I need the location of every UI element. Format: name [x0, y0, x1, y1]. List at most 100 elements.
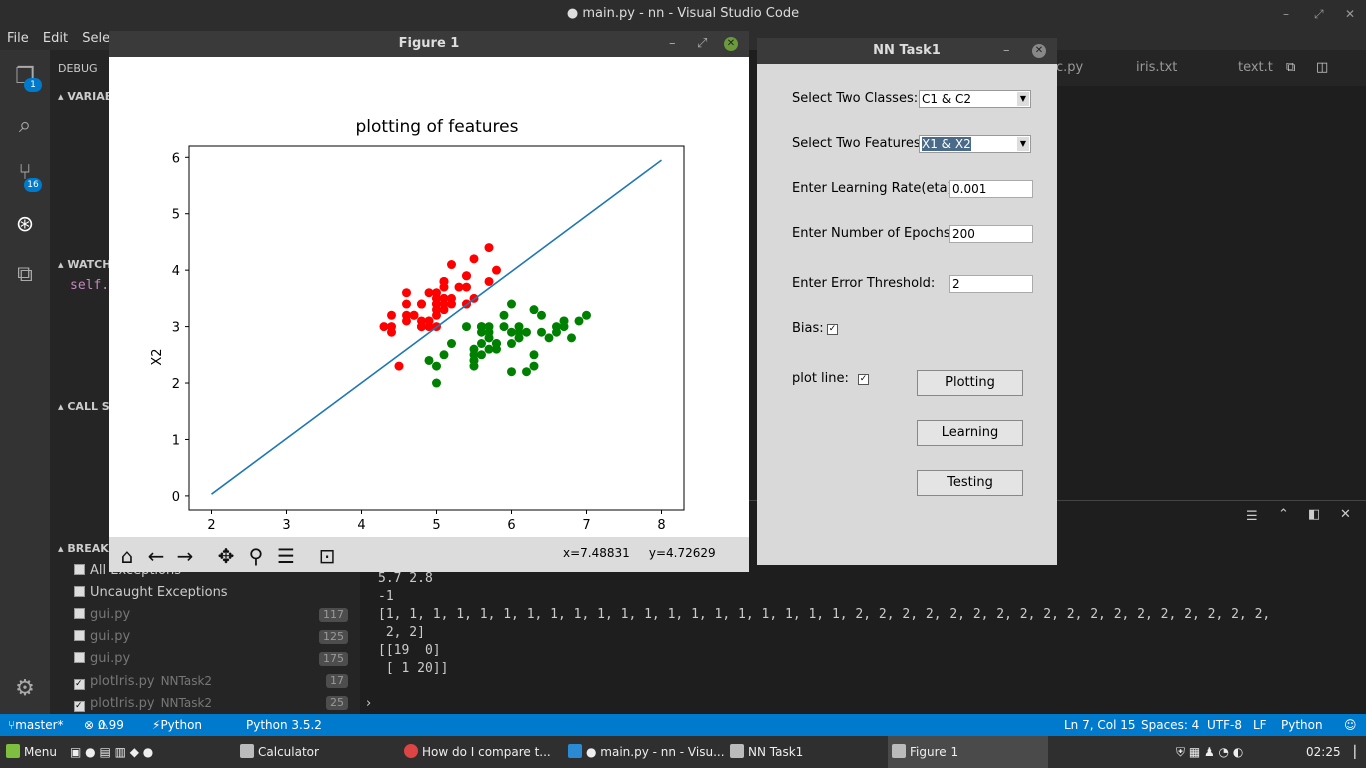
menu-file[interactable]: File [7, 31, 29, 46]
testing-button[interactable]: Testing [917, 470, 1023, 496]
figure-titlebar[interactable]: Figure 1 – ⤢ ✕ [109, 31, 749, 57]
data-point [537, 310, 546, 320]
bias-label: Bias: [792, 321, 824, 336]
breakpoint-label: plotIris.py [90, 674, 155, 689]
start-menu[interactable]: Menu [6, 736, 57, 768]
clear-terminal-icon[interactable]: ☰ [1246, 509, 1258, 524]
y-tick-label: 0 [172, 490, 180, 505]
breakpoint-item[interactable]: ✓ plotIris.py NNTask2 25 [74, 692, 354, 714]
plotline-checkbox[interactable]: ✓ [858, 374, 869, 385]
clock[interactable]: 02:25 [1306, 745, 1341, 759]
figure-close-icon[interactable]: ✕ [724, 37, 738, 51]
search-icon[interactable]: ⌕ [18, 113, 32, 138]
x-tick-label: 6 [507, 518, 515, 533]
data-point [507, 339, 516, 349]
features-combobox[interactable]: X1 & X2 ▼ [919, 135, 1031, 153]
maximize-button[interactable]: ⤢ [1314, 7, 1324, 21]
save-figure-icon[interactable]: ⊡ [318, 544, 336, 568]
breakpoint-item[interactable]: gui.py 125 [74, 626, 354, 648]
zoom-icon[interactable]: ⚲ [248, 544, 264, 568]
data-point [522, 327, 531, 337]
toggle-panel-icon[interactable]: ◧ [1308, 507, 1321, 522]
learning-button[interactable]: Learning [917, 420, 1023, 446]
data-point [529, 305, 539, 315]
task-vscode[interactable]: ● main.py - nn - Visu... [568, 736, 725, 768]
breakpoint-item[interactable]: gui.py 117 [74, 604, 354, 626]
figure-minimize-icon[interactable]: – [669, 36, 676, 51]
home-icon[interactable]: ⌂ [120, 544, 134, 568]
maximize-panel-icon[interactable]: ⌃ [1278, 507, 1289, 522]
breakpoint-checkbox[interactable] [74, 652, 85, 663]
terminal-output[interactable]: 5.7 2.8 -1 [1, 1, 1, 1, 1, 1, 1, 1, 1, 1, … [378, 570, 1358, 680]
breakpoint-checkbox[interactable] [74, 564, 85, 575]
forward-icon[interactable]: → [176, 544, 194, 568]
language-mode[interactable]: Python [1281, 718, 1323, 732]
data-point [492, 265, 501, 275]
breakpoint-item[interactable]: ✓ plotIris.py NNTask2 17 [74, 670, 354, 692]
launcher-icons[interactable]: ▣ ● ▤ ▥ ◆ ● [70, 745, 154, 759]
task-nn[interactable]: NN Task1 [730, 736, 803, 768]
cursor-position[interactable]: Ln 7, Col 15 [1064, 718, 1136, 732]
task-calculator[interactable]: Calculator [240, 736, 319, 768]
back-icon[interactable]: ← [147, 544, 165, 568]
close-button[interactable]: ✕ [1345, 7, 1356, 21]
plotting-button[interactable]: Plotting [917, 370, 1023, 396]
open-changes-icon[interactable]: ⧉ [1286, 60, 1296, 75]
debug-icon[interactable]: ⊛ [15, 212, 35, 237]
nn-close-icon[interactable]: ✕ [1032, 44, 1046, 58]
data-point [447, 299, 456, 309]
tray-icons[interactable]: ⛨ ▦ ♟ ◔ ◐ [1176, 745, 1244, 759]
nn-titlebar[interactable]: NN Task1 – ✕ [757, 38, 1057, 64]
encoding[interactable]: UTF-8 [1207, 718, 1242, 732]
data-point [387, 322, 396, 332]
breakpoint-label: gui.py [90, 651, 131, 666]
tab-c-py[interactable]: c.py [1056, 60, 1084, 75]
classes-combobox[interactable]: C1 & C2 ▼ [919, 90, 1031, 108]
close-panel-icon[interactable]: ✕ [1340, 507, 1351, 522]
breakpoint-checkbox[interactable]: ✓ [74, 701, 85, 712]
breakpoint-checkbox[interactable] [74, 586, 85, 597]
data-point [432, 305, 441, 315]
pan-icon[interactable]: ✥ [217, 544, 235, 568]
split-editor-icon[interactable]: ◫ [1316, 60, 1329, 75]
epochs-input[interactable]: 200 [949, 225, 1033, 243]
data-point [454, 282, 464, 292]
threshold-input[interactable]: 2 [949, 275, 1033, 293]
problems-indicator[interactable]: ⊗ 0 ⚠ 99 [84, 718, 124, 732]
data-point [409, 310, 419, 320]
terminal-prompt[interactable]: › [366, 696, 372, 711]
task-figure[interactable]: Figure 1 [888, 736, 1048, 768]
eta-input[interactable]: 0.001 [949, 180, 1033, 198]
line-ending[interactable]: LF [1253, 718, 1267, 732]
show-desktop[interactable]: ▕ [1346, 745, 1356, 759]
git-branch[interactable]: ⑂ master* [8, 718, 64, 732]
data-point [469, 344, 479, 354]
bias-checkbox[interactable]: ✓ [827, 324, 838, 335]
breakpoint-item[interactable]: Uncaught Exceptions [74, 582, 354, 604]
extensions-icon[interactable]: ⧉ [17, 262, 33, 287]
feedback-icon[interactable]: ☺ [1344, 718, 1357, 732]
watch-item[interactable]: self. [70, 278, 110, 293]
dropdown-arrow-icon[interactable]: ▼ [1017, 92, 1029, 106]
dropdown-arrow-icon[interactable]: ▼ [1017, 137, 1029, 151]
figure-maximize-icon[interactable]: ⤢ [697, 36, 708, 51]
breakpoint-checkbox[interactable] [74, 630, 85, 641]
watch-section[interactable]: ▴ WATCH [58, 258, 112, 271]
tab-text[interactable]: text.t [1238, 60, 1273, 75]
indentation[interactable]: Spaces: 4 [1141, 718, 1200, 732]
breakpoint-checkbox[interactable] [74, 608, 85, 619]
nn-minimize-icon[interactable]: – [1003, 43, 1010, 58]
subplots-config-icon[interactable]: ☰ [277, 544, 295, 568]
settings-gear-icon[interactable]: ⚙ [15, 676, 35, 701]
threshold-label: Enter Error Threshold: [792, 276, 936, 291]
data-point [484, 333, 494, 343]
breakpoint-checkbox[interactable]: ✓ [74, 679, 85, 690]
menu-edit[interactable]: Edit [42, 31, 69, 46]
python-interpreter[interactable]: ⚡ Python (nn) [152, 718, 203, 754]
breakpoint-item[interactable]: gui.py 175 [74, 648, 354, 670]
tab-iris-txt[interactable]: iris.txt [1136, 60, 1178, 75]
task-browser[interactable]: How do I compare t... [404, 736, 551, 768]
watch-label: WATCH [67, 258, 112, 271]
minimize-button[interactable]: – [1283, 7, 1289, 21]
python-version[interactable]: Python 3.5.2 [246, 718, 322, 732]
